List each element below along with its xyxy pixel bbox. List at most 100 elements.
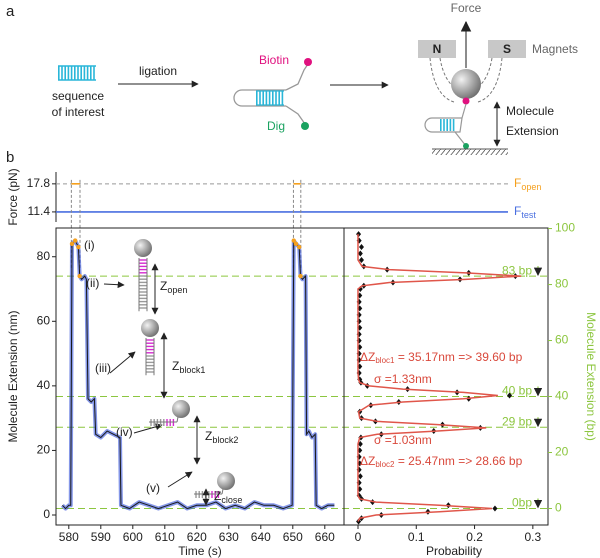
y2-tick-label: 80 — [555, 277, 569, 291]
x-tick-label: 660 — [315, 530, 335, 544]
y2-tick-label: 100 — [555, 221, 575, 235]
data-point — [358, 256, 364, 263]
label-main: Z — [205, 429, 212, 443]
x-tick-label: 590 — [91, 530, 111, 544]
label-sub: test — [521, 210, 536, 220]
x-tick-label: 0.2 — [466, 530, 483, 544]
label-sub: block1 — [179, 365, 205, 375]
bead — [134, 239, 152, 257]
panel-label: b — [6, 149, 14, 166]
state-label: (v) — [146, 481, 160, 495]
y-tick-label: 60 — [37, 313, 51, 327]
bead — [141, 319, 159, 337]
bp-label: 83 bp — [502, 263, 532, 277]
annotation: ΔZbloc1 = 35.17nm => 39.60 bp — [360, 350, 523, 365]
state-label: (ii) — [86, 276, 99, 290]
label-main: F — [514, 176, 521, 190]
strand — [176, 416, 179, 423]
label: of interest — [52, 105, 105, 119]
molecule-icon — [141, 319, 159, 376]
plot-frame — [55, 227, 345, 526]
bp-label: 40 bp — [502, 384, 532, 398]
x-tick-label: 0.3 — [525, 530, 542, 544]
y-tick-label: 20 — [37, 443, 51, 457]
label-sub: open — [521, 182, 541, 192]
magnet-setup — [418, 20, 526, 155]
y-tick-label: 40 — [37, 378, 51, 392]
x-axis-label: Probability — [426, 544, 482, 558]
fit-curve — [357, 234, 522, 522]
label: sequence — [52, 89, 104, 103]
state-arrow — [103, 281, 125, 289]
y2-tick-label: 20 — [555, 445, 569, 459]
y2-tick-label: 40 — [555, 389, 569, 403]
annotation: ΔZbloc2 = 25.47nm => 28.66 bp — [360, 454, 523, 469]
x-tick-label: 630 — [219, 530, 239, 544]
y-axis-label: Force (pN) — [6, 168, 20, 225]
label-main: Z — [172, 359, 179, 373]
extension-label: Zclose — [214, 489, 242, 505]
state-arrow — [167, 471, 193, 488]
y-tick-label: 17.8 — [27, 176, 51, 190]
data-point — [358, 244, 364, 251]
high-force-point — [69, 241, 75, 247]
series-label: Ftest — [514, 204, 536, 220]
x-tick-label: 0 — [355, 530, 362, 544]
annotation-sub: bloc1 — [375, 356, 395, 365]
biotin-label: Biotin — [259, 53, 289, 67]
dig-label: Dig — [267, 119, 285, 133]
state-label: (iii) — [95, 361, 111, 375]
x-tick-label: 620 — [187, 530, 207, 544]
x-tick-label: 580 — [59, 530, 79, 544]
data-point — [357, 250, 363, 257]
strand — [221, 488, 224, 495]
high-force-point — [298, 273, 303, 279]
bead — [217, 472, 235, 490]
label-sub: open — [167, 285, 187, 295]
state-label: (iv) — [116, 425, 133, 439]
extension-label: Zopen — [160, 279, 187, 295]
label-sub: close — [221, 495, 242, 505]
high-force-point — [73, 238, 78, 243]
high-force-point — [76, 244, 81, 250]
molecule-icon — [194, 472, 235, 498]
data-point — [507, 392, 513, 399]
y-axis-label: Molecule Extension (nm) — [6, 310, 20, 442]
label: ligation — [139, 64, 177, 78]
high-force-point — [77, 273, 82, 279]
state-arrow — [109, 351, 136, 374]
x-tick-label: 600 — [123, 530, 143, 544]
label: Molecule — [506, 104, 554, 118]
state-arrow — [133, 423, 163, 434]
y2-axis-label: Molecule Extension (bp) — [584, 312, 598, 441]
magnets-label: Magnets — [532, 42, 578, 56]
extension-label: Zblock2 — [205, 429, 238, 445]
y2-tick-label: 0 — [555, 501, 562, 515]
annotation-main: ΔZ — [360, 454, 375, 468]
molecule-icon — [149, 400, 190, 426]
y2-tick-label: 60 — [555, 333, 569, 347]
annotation-rest: = 35.17nm => 39.60 bp — [394, 350, 522, 364]
annotation: σ =1.03nm — [374, 433, 432, 447]
bp-label: 0bp — [512, 496, 532, 510]
x-tick-label: 650 — [283, 530, 303, 544]
extension-label: Zblock1 — [172, 359, 205, 375]
y-tick-label: 80 — [37, 249, 51, 263]
dna-icon — [58, 65, 96, 81]
high-force-point — [297, 244, 302, 250]
series-label: Fopen — [514, 176, 541, 192]
annotation-rest: = 25.47nm => 28.66 bp — [394, 454, 522, 468]
high-force-point — [291, 238, 296, 243]
high-force-point — [293, 241, 299, 247]
hairpin-construct — [233, 58, 312, 130]
force-label: Force — [451, 1, 482, 15]
data-point — [357, 473, 363, 480]
label-sub: block2 — [212, 435, 238, 445]
annotation-sub: bloc2 — [375, 460, 395, 469]
trace-line — [62, 239, 335, 510]
y-tick-label: 0 — [43, 507, 50, 521]
bead — [172, 400, 190, 418]
annotation-main: ΔZ — [360, 350, 375, 364]
molecule-icon — [134, 239, 152, 312]
